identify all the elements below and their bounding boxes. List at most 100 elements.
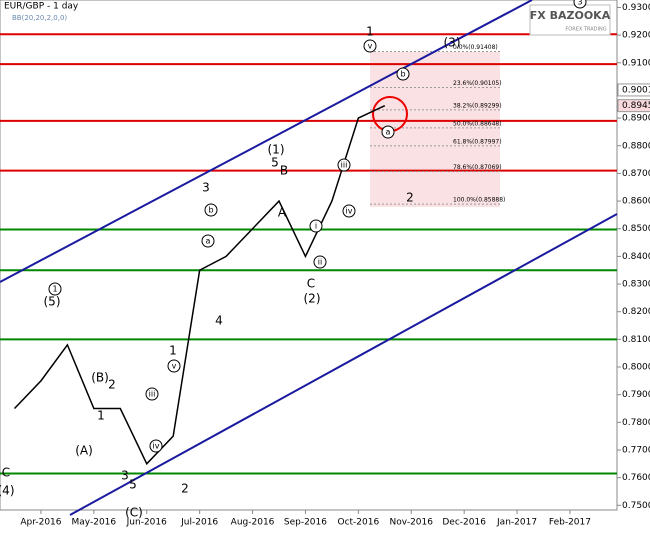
fib-label: 100.0%(0.85888) bbox=[453, 197, 505, 204]
x-tick-label: Sep-2016 bbox=[284, 518, 327, 528]
wave-circle bbox=[342, 204, 356, 218]
wave-label: a bbox=[386, 128, 391, 137]
x-tick-label: May-2016 bbox=[72, 518, 117, 528]
wave-label: 1 bbox=[97, 409, 105, 423]
wave-circle bbox=[337, 158, 351, 172]
wave-circle bbox=[48, 282, 62, 296]
price-label: 0.89450 bbox=[622, 101, 650, 111]
wave-label: v bbox=[368, 42, 373, 51]
wave-circle bbox=[309, 219, 323, 233]
wave-label: v bbox=[172, 362, 177, 371]
channel-lower bbox=[69, 213, 618, 516]
y-tick-label: 0.83000 bbox=[622, 280, 650, 290]
price-box bbox=[617, 99, 650, 113]
wave-label: 2 bbox=[108, 378, 116, 392]
logo-sub: FOREX TRADING bbox=[565, 27, 606, 33]
x-tick-label: Jul-2016 bbox=[180, 518, 218, 528]
indicator: BB(20,20,2,0,0) bbox=[12, 14, 67, 22]
y-tick-label: 0.84000 bbox=[622, 252, 650, 262]
wave-circle bbox=[313, 255, 327, 269]
wave-label: 5 bbox=[271, 156, 279, 170]
title: EUR/GBP - 1 day bbox=[4, 2, 79, 12]
wave-label: 1 bbox=[366, 25, 374, 39]
price-label: 0.90018 bbox=[622, 85, 650, 95]
wave-label: iii bbox=[341, 161, 348, 170]
wave-label: a bbox=[206, 237, 211, 246]
y-tick-label: 0.92000 bbox=[622, 31, 650, 41]
wave-label: 3 bbox=[577, 0, 582, 7]
wave-label: b bbox=[208, 206, 213, 215]
wave-label: ii bbox=[318, 258, 322, 267]
wave-label: (2) bbox=[304, 292, 321, 306]
wave-circle bbox=[396, 67, 410, 81]
x-tick-label: Apr-2016 bbox=[20, 518, 61, 528]
wave-label: (4) bbox=[0, 484, 15, 498]
wave-circle bbox=[167, 359, 181, 373]
y-tick-label: 0.82000 bbox=[622, 307, 650, 317]
wave-label: (C) bbox=[125, 506, 143, 520]
wave-label: (5) bbox=[44, 295, 61, 309]
wave-label: C bbox=[2, 466, 10, 480]
wave-label: 1 bbox=[169, 344, 177, 358]
price-box bbox=[617, 83, 650, 97]
wave-label: 1 bbox=[52, 285, 57, 294]
wave-label: iv bbox=[346, 207, 353, 216]
fib-label: 50.0%(0.88648) bbox=[453, 120, 502, 127]
y-tick-label: 0.77000 bbox=[622, 445, 650, 455]
y-tick-label: 0.87000 bbox=[622, 169, 650, 179]
y-tick-label: 0.80000 bbox=[622, 363, 650, 373]
wave-circle bbox=[573, 0, 587, 9]
y-tick-label: 0.93000 bbox=[622, 3, 650, 13]
wave-label: (1) bbox=[268, 143, 285, 157]
wave-label: 4 bbox=[215, 314, 223, 328]
wave-label: 2 bbox=[181, 482, 189, 496]
wave-circle bbox=[381, 125, 395, 139]
wave-label: 2 bbox=[406, 191, 414, 205]
y-tick-label: 0.85000 bbox=[622, 224, 650, 234]
x-tick-label: Nov-2016 bbox=[390, 518, 434, 528]
x-tick-label: Jan-2017 bbox=[496, 518, 537, 528]
wave-label: b bbox=[400, 70, 405, 79]
fib-label: 38.2%(0.89299) bbox=[453, 102, 502, 109]
y-tick-label: 0.76000 bbox=[622, 473, 650, 483]
wave-label: (A) bbox=[75, 444, 93, 458]
wave-label: C bbox=[307, 277, 315, 291]
y-tick-label: 0.86000 bbox=[622, 197, 650, 207]
y-tick-label: 0.75000 bbox=[622, 501, 650, 511]
fib-label: 61.8%(0.87997) bbox=[453, 138, 502, 145]
price-line bbox=[13, 104, 386, 466]
wave-circle bbox=[201, 234, 215, 248]
wave-label: 3 bbox=[202, 181, 210, 195]
wave-label: i bbox=[315, 222, 317, 231]
y-tick-label: 0.79000 bbox=[622, 390, 650, 400]
wave-label: 3 bbox=[121, 469, 129, 483]
y-tick-label: 0.91000 bbox=[622, 58, 650, 68]
logo: FX BAZOOKA bbox=[530, 9, 611, 22]
wave-circle bbox=[204, 203, 218, 217]
wave-label: iv bbox=[153, 442, 160, 451]
x-tick-label: Feb-2017 bbox=[549, 518, 591, 528]
x-tick-label: Jun-2016 bbox=[126, 518, 167, 528]
wave-label: (3) bbox=[444, 36, 461, 50]
fib-label: 23.6%(0.90105) bbox=[453, 80, 502, 87]
y-tick-label: 0.78000 bbox=[622, 418, 650, 428]
y-tick-label: 0.89000 bbox=[622, 114, 650, 124]
wave-label: B bbox=[280, 164, 288, 178]
y-tick-label: 0.81000 bbox=[622, 335, 650, 345]
wave-label: (B) bbox=[91, 371, 109, 385]
x-tick-label: Oct-2016 bbox=[337, 518, 379, 528]
y-tick-label: 0.88000 bbox=[622, 141, 650, 151]
channel-upper bbox=[0, 0, 533, 283]
logo-box bbox=[529, 4, 611, 36]
wave-label: 5 bbox=[129, 478, 137, 492]
x-tick-label: Dec-2016 bbox=[442, 518, 486, 528]
fib-label: 0.0%(0.91408) bbox=[453, 44, 498, 51]
wave-circle bbox=[145, 387, 159, 401]
x-tick-label: Aug-2016 bbox=[231, 518, 275, 528]
plot-frame bbox=[0, 0, 618, 511]
wave-circle bbox=[363, 39, 377, 53]
fib-label: 78.6%(0.87069) bbox=[453, 164, 502, 171]
wave-label: A bbox=[278, 206, 287, 220]
